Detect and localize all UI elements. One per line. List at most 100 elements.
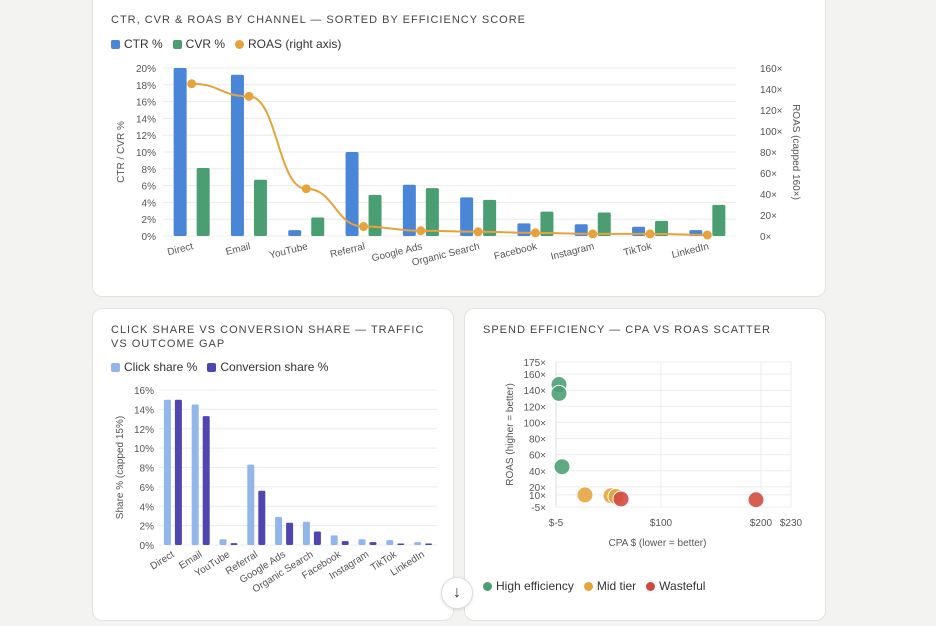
y-tick-label: 4% — [140, 502, 155, 513]
y2-tick-label: 140× — [760, 85, 783, 96]
x-tick-label: Direct — [166, 241, 194, 258]
roas-point-organic-search — [473, 227, 483, 237]
bar-click-share-referral — [247, 464, 255, 545]
legend-item-cvr: CVR % — [172, 37, 225, 51]
x-tick-label: $200 — [750, 518, 773, 529]
legend-label: Click share % — [124, 360, 198, 374]
y-axis-label: CTR / CVR % — [116, 121, 127, 183]
y-tick-label: 20% — [136, 64, 156, 75]
legend-item-wasteful: Wasteful — [646, 579, 705, 593]
bar-conversion-share-tiktok — [397, 543, 405, 545]
roas-point-youtube — [301, 184, 311, 194]
y-axis-label: ROAS (higher = better) — [505, 383, 516, 486]
bar-ctr-youtube — [288, 230, 302, 236]
legend-item-roas: ROAS (right axis) — [235, 37, 341, 51]
chart-title: Click share vs conversion share — traffi… — [111, 324, 425, 350]
y-tick-label: 20× — [529, 483, 546, 494]
bar-cvr-tiktok — [655, 220, 669, 236]
legend-label: Wasteful — [659, 579, 706, 593]
y-tick-label: 160× — [523, 370, 546, 381]
bar-click-share-instagram — [358, 539, 366, 545]
y-axis-label: Share % (capped 15%) — [115, 416, 126, 519]
chart-legend: Click share % Conversion share % — [111, 360, 328, 374]
bar-conversion-share-direct — [174, 399, 182, 545]
x-axis-label: CPA $ (lower = better) — [609, 538, 707, 549]
y2-tick-label: 100× — [760, 127, 783, 138]
bar-conversion-share-google-ads — [286, 522, 294, 545]
y2-tick-label: 0× — [760, 232, 772, 243]
bar-click-share-email — [191, 404, 199, 545]
legend-label: High efficiency — [496, 579, 574, 593]
y2-tick-label: 60× — [760, 169, 777, 180]
y-tick-label: 175× — [523, 358, 546, 369]
scatter-point-high-efficiency — [553, 458, 571, 476]
x-tick-label: $100 — [650, 518, 673, 529]
roas-point-tiktok — [645, 229, 655, 239]
y-tick-label: 12% — [136, 131, 156, 142]
bar-click-share-linkedin — [414, 542, 422, 545]
chart-legend: High efficiency Mid tier Wasteful — [483, 579, 705, 593]
y-tick-label: 2% — [142, 215, 157, 226]
bar-ctr-direct — [173, 68, 187, 236]
y2-tick-label: 40× — [760, 190, 777, 201]
legend-label: Conversion share % — [220, 360, 329, 374]
bar-ctr-google-ads — [402, 184, 416, 236]
y-tick-label: 80× — [529, 435, 546, 446]
chart3-svg: -5×10×20× 40× 60× 80× 100× 120× 140× 160×175× $-… — [505, 358, 803, 549]
legend-label: ROAS (right axis) — [248, 37, 342, 51]
y-tick-label: 2% — [140, 522, 155, 533]
bar-conversion-share-linkedin — [425, 543, 433, 545]
bar-click-share-facebook — [330, 535, 338, 545]
chart-card-ctr-cvr-roas: CTR, CVR & ROAS by channel — sorted by e… — [92, 0, 826, 297]
x-tick-label: Referral — [329, 241, 366, 260]
scatter-point-wasteful — [747, 491, 765, 509]
x-tick-label: Instagram — [550, 241, 596, 262]
roas-point-facebook — [530, 228, 540, 238]
scatter-point-mid-tier — [576, 486, 594, 504]
y-tick-label: 120× — [523, 402, 546, 413]
y-tick-label: 140× — [523, 386, 546, 397]
y-tick-label: 16% — [134, 386, 154, 397]
y-tick-label: 40× — [529, 467, 546, 478]
x-tick-label: Direct — [149, 549, 177, 572]
legend-item-conversion-share: Conversion share % — [207, 360, 328, 374]
roas-point-referral — [359, 222, 369, 232]
x-tick-label: TikTok — [622, 241, 653, 259]
bar-ctr-organic-search — [460, 197, 474, 236]
bar-click-share-google-ads — [275, 516, 283, 545]
y-tick-label: 14% — [136, 114, 156, 125]
scroll-down-button[interactable]: ↓ — [441, 577, 473, 609]
roas-point-google-ads — [416, 226, 426, 236]
y2-tick-label: 20× — [760, 211, 777, 222]
y-tick-label: 18% — [136, 81, 156, 92]
y-tick-label: 4% — [142, 198, 157, 209]
bar-click-share-organic-search — [302, 521, 310, 545]
bar-cvr-google-ads — [425, 188, 439, 236]
y-tick-label: 10% — [134, 444, 154, 455]
chart-card-click-conversion-share: Click share vs conversion share — traffi… — [92, 308, 454, 621]
bar-cvr-referral — [368, 194, 382, 236]
y2-tick-label: 80× — [760, 148, 777, 159]
y-tick-label: 12% — [134, 425, 154, 436]
legend-label: Mid tier — [596, 579, 637, 593]
bar-cvr-direct — [196, 167, 210, 236]
roas-point-direct — [187, 79, 197, 89]
legend-label: CTR % — [124, 37, 163, 51]
chart2-svg: 0% 2% 4% 6% 8% 10% 12% 14% 16% Share % (capped 15… — [115, 386, 437, 595]
scatter-point-high-efficiency — [550, 384, 568, 402]
y-tick-label: 60× — [529, 451, 546, 462]
roas-point-email — [244, 91, 254, 101]
bar-cvr-email — [253, 179, 267, 236]
bar-conversion-share-instagram — [369, 542, 377, 545]
y-tick-label: 0% — [140, 541, 155, 552]
chart-card-spend-efficiency: Spend efficiency — CPA vs ROAS scatter -… — [464, 308, 826, 621]
y-tick-label: 6% — [140, 483, 155, 494]
roas-point-instagram — [588, 229, 598, 239]
y-tick-label: 100× — [523, 418, 546, 429]
legend-item-high-efficiency: High efficiency — [483, 579, 574, 593]
x-tick-label: $230 — [780, 518, 803, 529]
chart1-svg: 0% 2% 4% 6% 8% 10% 12% 14% 16% 18% 20% 0× 20× 40× 60× 8… — [116, 64, 801, 269]
chart-legend: CTR % CVR % ROAS (right axis) — [111, 37, 341, 51]
legend-item-click-share: Click share % — [111, 360, 197, 374]
bar-cvr-youtube — [311, 217, 325, 236]
